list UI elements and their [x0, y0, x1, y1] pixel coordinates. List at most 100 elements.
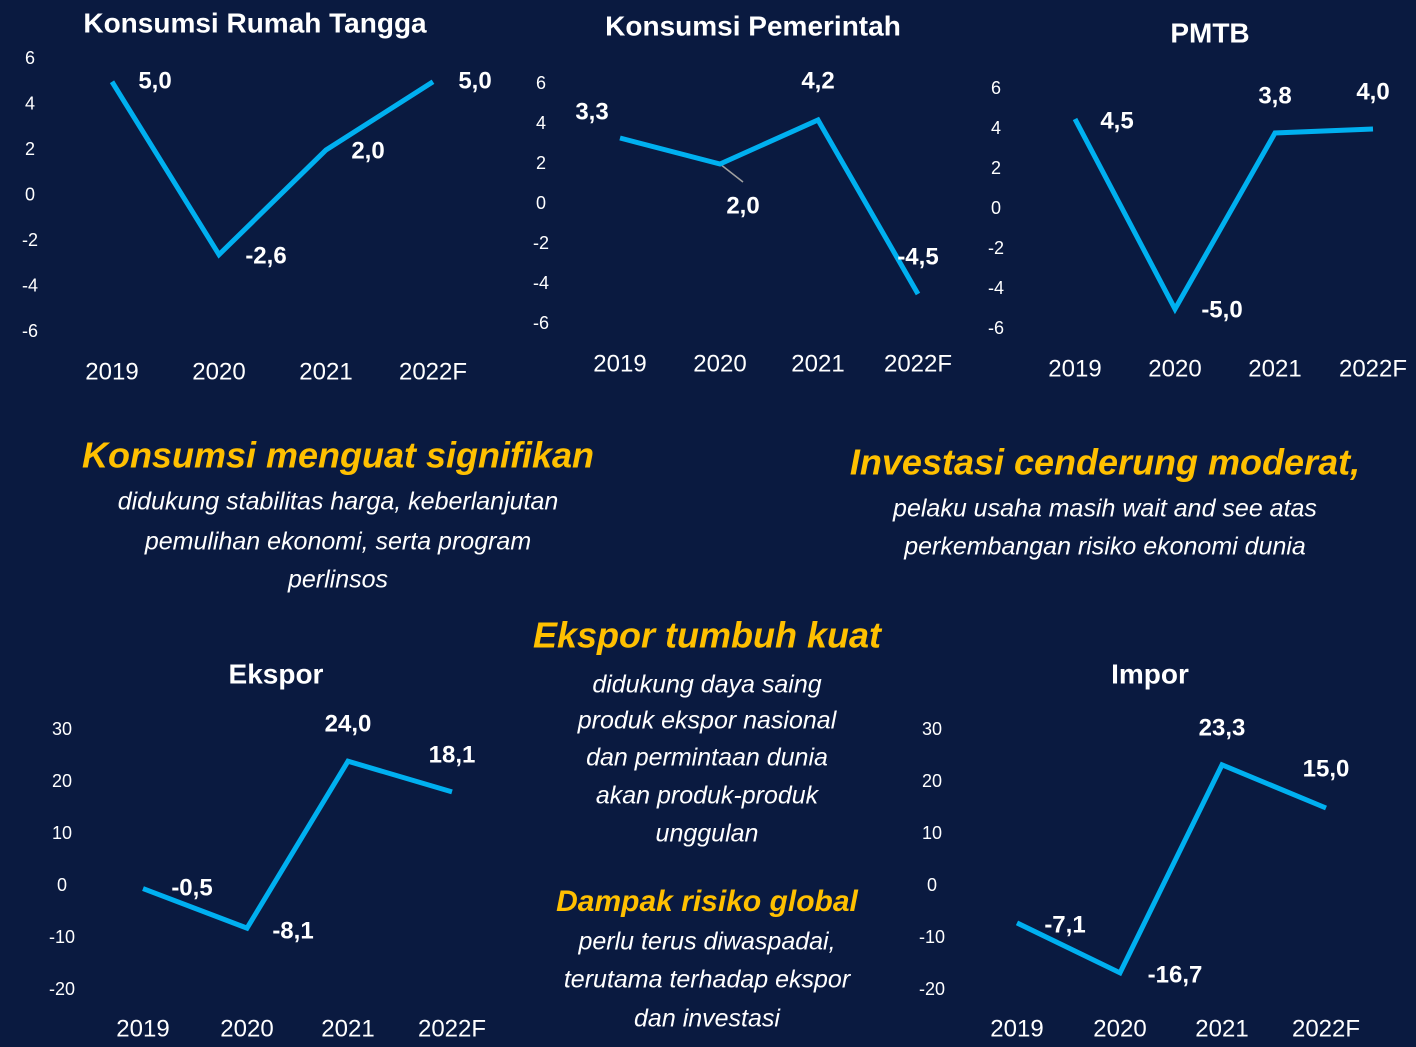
y-tick-label: 0: [927, 875, 937, 895]
leader-line: [719, 163, 744, 183]
chart-title: PMTB: [1170, 17, 1249, 48]
data-label: -0,5: [171, 874, 212, 901]
y-tick-label: 6: [991, 78, 1001, 98]
x-tick-label: 2022F: [884, 350, 952, 377]
y-tick-label: -20: [49, 979, 75, 999]
chart-title: Konsumsi Rumah Tangga: [83, 7, 427, 38]
caption-line: akan produk-produk: [596, 782, 820, 810]
y-tick-label: -4: [988, 278, 1004, 298]
y-tick-label: 4: [991, 118, 1001, 138]
y-tick-label: 20: [52, 771, 72, 791]
caption-heading: Investasi cenderung moderat,: [850, 442, 1360, 483]
caption-line: dan permintaan dunia: [586, 744, 828, 772]
data-label: 4,2: [801, 67, 834, 94]
caption-line: perlinsos: [287, 566, 388, 594]
y-tick-label: -20: [919, 979, 945, 999]
y-tick-label: 10: [52, 823, 72, 843]
chart-title: Impor: [1111, 658, 1189, 689]
caption-line: perkembangan risiko ekonomi dunia: [903, 533, 1306, 561]
y-tick-label: 30: [922, 719, 942, 739]
x-tick-label: 2019: [85, 358, 138, 385]
y-tick-label: 0: [991, 198, 1001, 218]
y-tick-label: 2: [991, 158, 1001, 178]
data-label: -2,6: [245, 242, 286, 269]
y-tick-label: -4: [22, 275, 38, 295]
x-tick-label: 2021: [321, 1015, 374, 1042]
x-tick-label: 2022F: [1292, 1015, 1360, 1042]
y-tick-label: 2: [25, 139, 35, 159]
data-label: -8,1: [272, 917, 313, 944]
x-tick-label: 2019: [990, 1015, 1043, 1042]
y-tick-label: 0: [536, 193, 546, 213]
data-label: 5,0: [458, 67, 491, 94]
chart-title: Ekspor: [229, 658, 324, 689]
data-label: 3,8: [1258, 82, 1291, 109]
data-label: 4,0: [1356, 78, 1389, 105]
y-tick-label: 4: [536, 113, 546, 133]
caption-line: dan investasi: [634, 1005, 781, 1033]
caption-line: pemulihan ekonomi, serta program: [144, 528, 531, 556]
y-tick-label: 0: [25, 184, 35, 204]
caption-heading: Ekspor tumbuh kuat: [533, 615, 883, 656]
data-label: -5,0: [1201, 296, 1242, 323]
data-label: 3,3: [575, 98, 608, 125]
x-tick-label: 2021: [1195, 1015, 1248, 1042]
data-label: 24,0: [325, 710, 372, 737]
y-tick-label: -6: [22, 321, 38, 341]
x-tick-label: 2020: [192, 358, 245, 385]
y-tick-label: 6: [536, 73, 546, 93]
caption-line: produk ekspor nasional: [577, 707, 838, 735]
y-tick-label: -6: [533, 313, 549, 333]
caption-line: didukung daya saing: [592, 671, 821, 699]
x-tick-label: 2020: [1093, 1015, 1146, 1042]
caption-heading: Dampak risiko global: [556, 885, 858, 918]
y-tick-label: -2: [988, 238, 1004, 258]
y-tick-label: -10: [919, 927, 945, 947]
x-tick-label: 2021: [791, 350, 844, 377]
y-tick-label: 6: [25, 48, 35, 68]
data-label: 2,0: [351, 137, 384, 164]
y-tick-label: -6: [988, 318, 1004, 338]
data-label: 18,1: [429, 741, 476, 768]
data-label: 15,0: [1303, 755, 1350, 782]
x-tick-label: 2019: [593, 350, 646, 377]
caption-line: perlu terus diwaspadai,: [577, 928, 835, 956]
data-label: -7,1: [1044, 911, 1085, 938]
x-tick-label: 2019: [116, 1015, 169, 1042]
data-line: [1072, 117, 1374, 315]
data-label: 4,5: [1100, 107, 1133, 134]
y-tick-label: -10: [49, 927, 75, 947]
data-line: [619, 116, 921, 296]
y-tick-label: 2: [536, 153, 546, 173]
x-tick-label: 2022F: [1339, 355, 1407, 382]
chart-title: Konsumsi Pemerintah: [605, 10, 901, 41]
x-tick-label: 2020: [693, 350, 746, 377]
y-tick-label: -2: [533, 233, 549, 253]
x-tick-label: 2021: [1248, 355, 1301, 382]
y-tick-label: 30: [52, 719, 72, 739]
data-label: 5,0: [138, 67, 171, 94]
y-tick-label: 10: [922, 823, 942, 843]
x-tick-label: 2019: [1048, 355, 1101, 382]
caption-line: pelaku usaha masih wait and see atas: [892, 495, 1317, 523]
x-tick-label: 2021: [299, 358, 352, 385]
y-tick-label: -4: [533, 273, 549, 293]
data-label: -4,5: [897, 243, 938, 270]
caption-line: terutama terhadap ekspor: [564, 966, 852, 994]
data-label: 23,3: [1199, 714, 1246, 741]
data-label: 2,0: [726, 192, 759, 219]
y-tick-label: 4: [25, 93, 35, 113]
y-tick-label: 20: [922, 771, 942, 791]
caption-line: didukung stabilitas harga, keberlanjutan: [118, 488, 559, 516]
x-tick-label: 2020: [220, 1015, 273, 1042]
data-line: [142, 758, 453, 932]
caption-heading: Konsumsi menguat signifikan: [82, 435, 594, 476]
x-tick-label: 2022F: [399, 358, 467, 385]
x-tick-label: 2022F: [418, 1015, 486, 1042]
x-tick-label: 2020: [1148, 355, 1201, 382]
y-tick-label: 0: [57, 875, 67, 895]
caption-line: unggulan: [656, 820, 759, 848]
data-label: -16,7: [1148, 961, 1203, 988]
